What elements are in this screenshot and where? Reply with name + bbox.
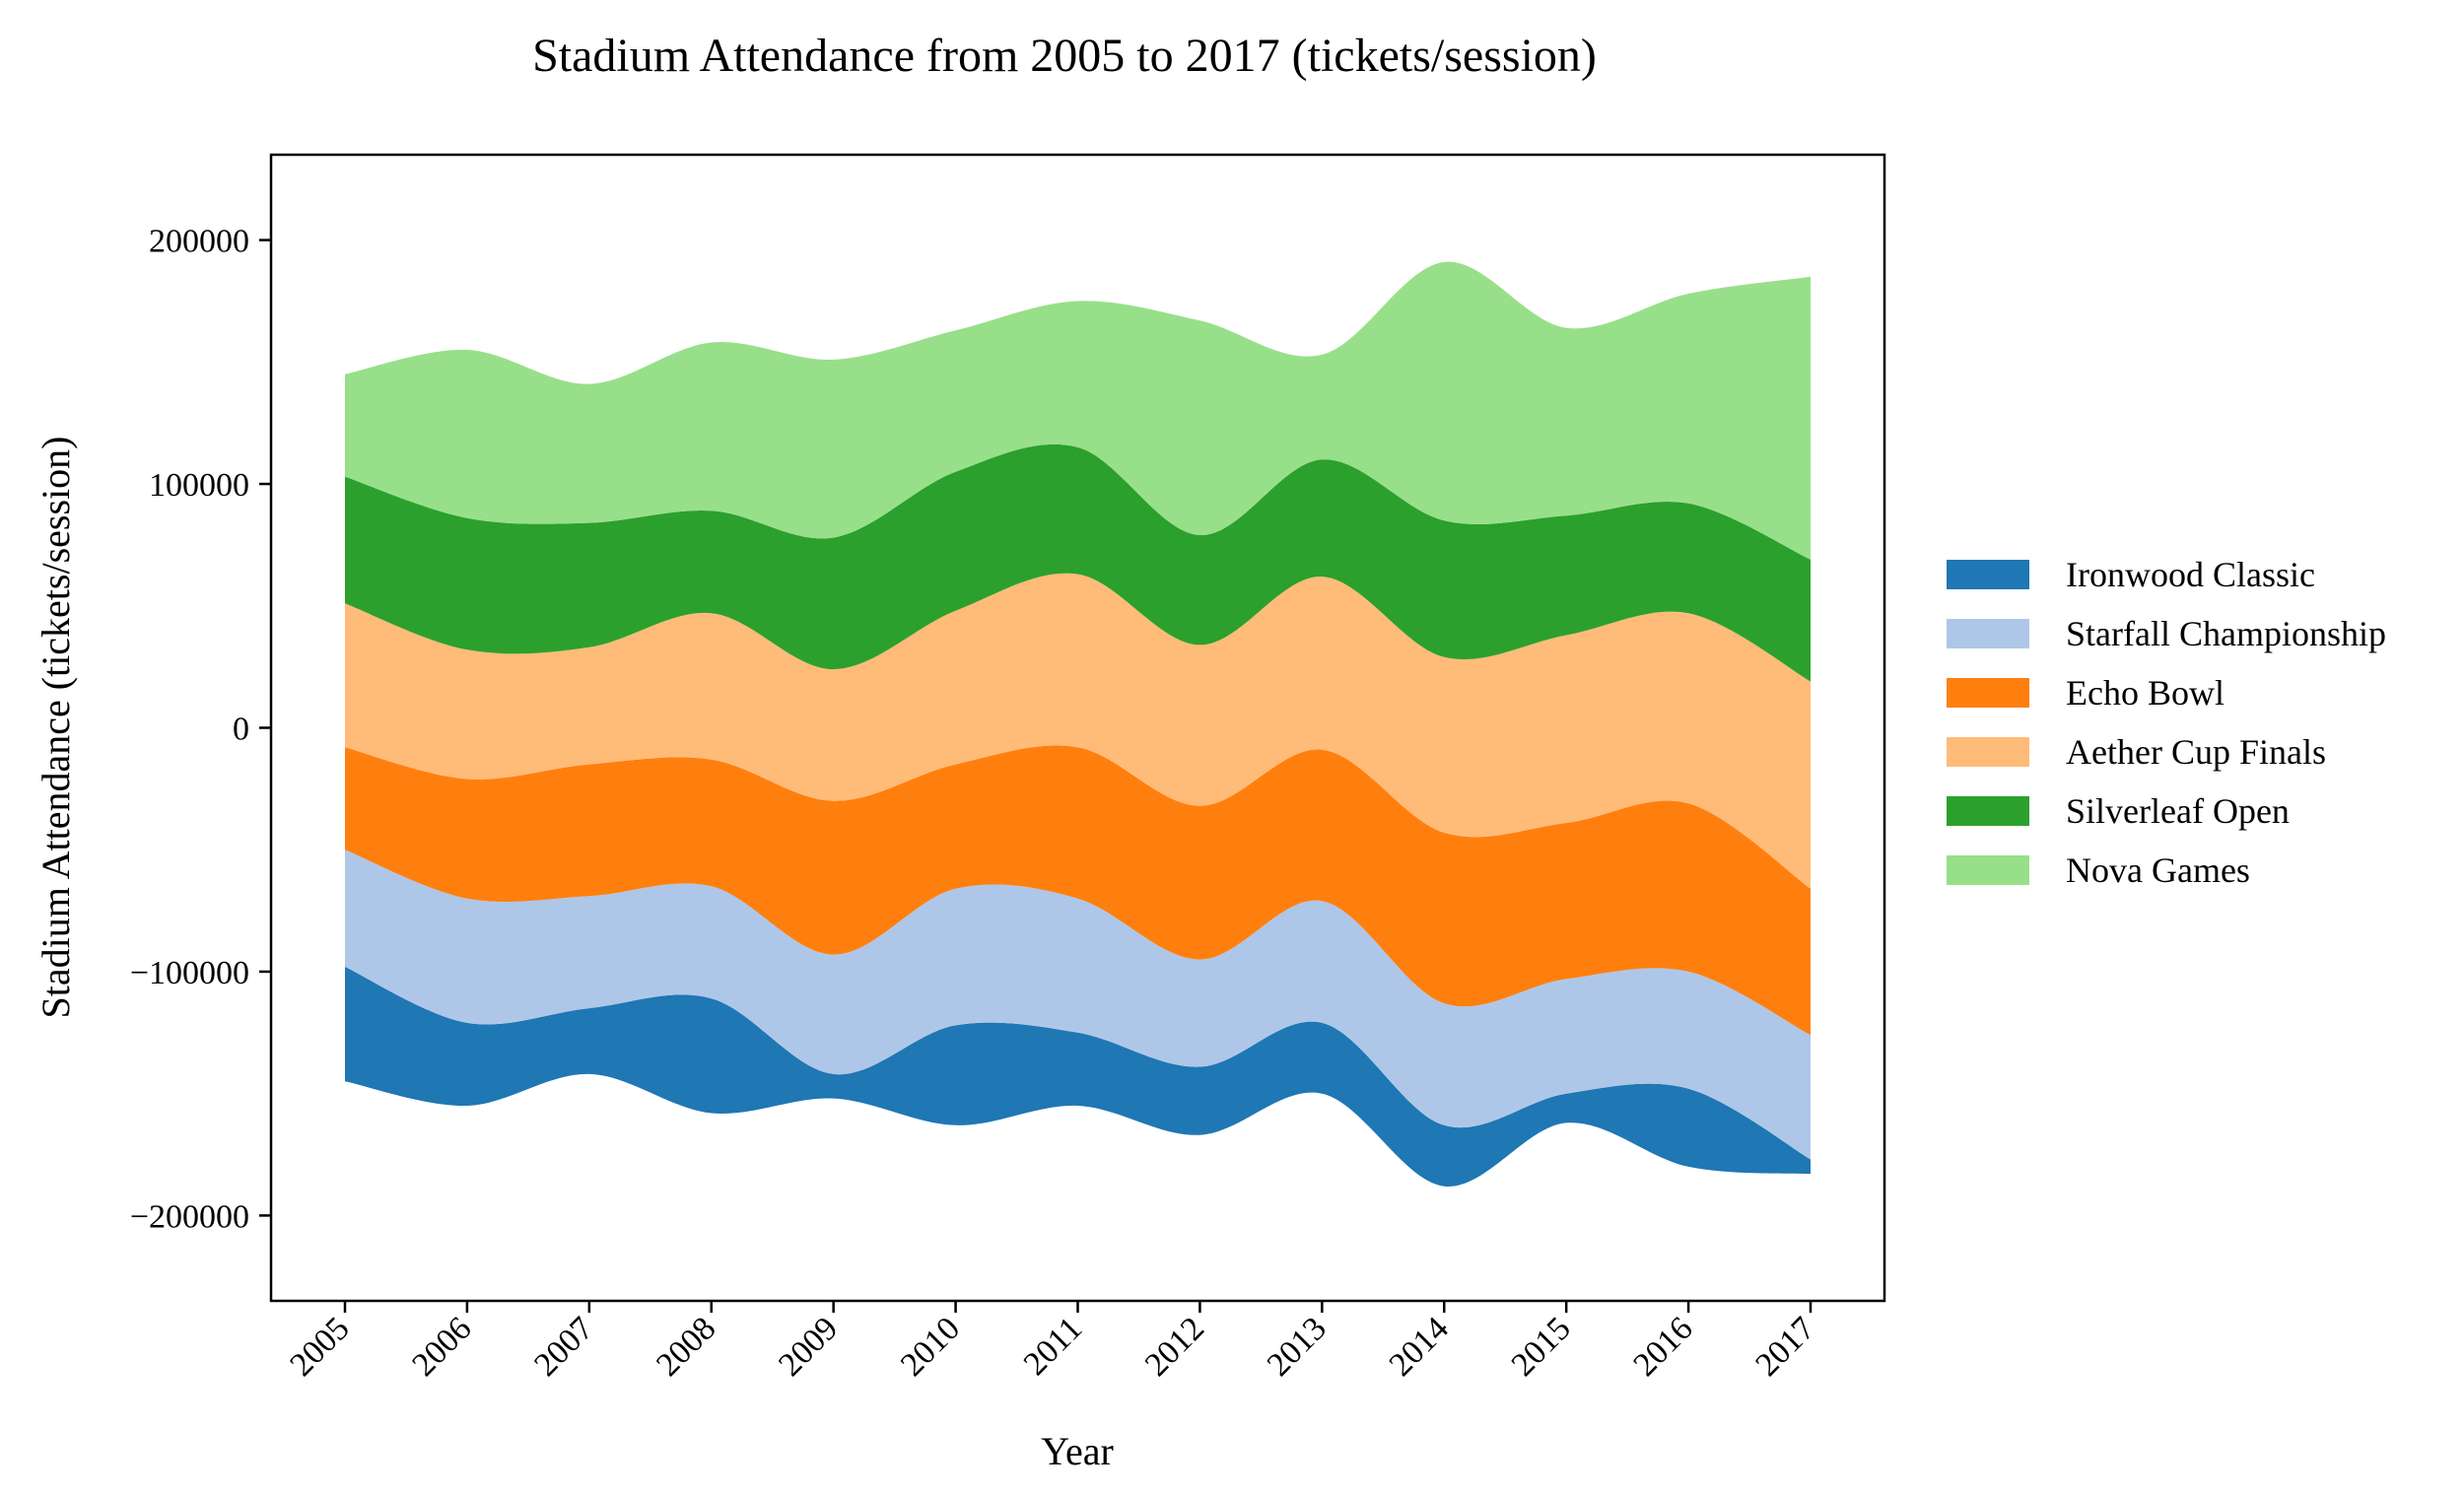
stream-areas — [345, 261, 1811, 1187]
x-tick-label: 2015 — [1505, 1310, 1578, 1383]
stream-aether-cup-finals — [345, 573, 1811, 889]
legend-label-nova-games: Nova Games — [2066, 850, 2250, 890]
x-tick-label: 2008 — [650, 1310, 722, 1383]
legend-swatch-ironwood-classic — [1947, 560, 2029, 589]
legend-swatch-nova-games — [1947, 855, 2029, 885]
y-axis: −200000 −100000 0 100000 200000 — [130, 224, 271, 1235]
x-tick-label: 2006 — [405, 1310, 478, 1383]
y-tick-label: −200000 — [130, 1198, 249, 1235]
x-tick-label: 2017 — [1748, 1310, 1821, 1383]
x-tick-label: 2014 — [1383, 1310, 1456, 1383]
legend-label-echo-bowl: Echo Bowl — [2066, 673, 2224, 713]
x-tick-label: 2013 — [1261, 1310, 1334, 1383]
chart-title: Stadium Attendance from 2005 to 2017 (ti… — [532, 30, 1597, 82]
x-axis-label: Year — [1041, 1429, 1114, 1473]
x-tick-label: 2016 — [1626, 1310, 1699, 1383]
legend-label-silverleaf-open: Silverleaf Open — [2066, 791, 2290, 831]
legend-label-starfall-championship: Starfall Championship — [2066, 614, 2386, 653]
x-tick-label: 2005 — [283, 1310, 356, 1383]
y-tick-label: 0 — [233, 712, 249, 748]
stream-silverleaf-open — [345, 443, 1811, 682]
x-tick-label: 2007 — [527, 1310, 600, 1383]
legend: Ironwood Classic Starfall Championship Ech… — [1947, 555, 2386, 890]
x-tick-label: 2011 — [1017, 1310, 1089, 1382]
stream-echo-bowl — [345, 745, 1811, 1036]
stream-ironwood-classic — [345, 967, 1811, 1187]
y-axis-label: Stadium Attendance (tickets/session) — [34, 437, 78, 1019]
x-tick-label: 2012 — [1138, 1310, 1211, 1383]
legend-swatch-starfall-championship — [1947, 619, 2029, 648]
legend-label-aether-cup-finals: Aether Cup Finals — [2066, 732, 2326, 772]
stream-nova-games — [345, 261, 1811, 560]
legend-label-ironwood-classic: Ironwood Classic — [2066, 555, 2315, 594]
y-tick-label: −100000 — [130, 955, 249, 991]
legend-swatch-silverleaf-open — [1947, 796, 2029, 826]
x-tick-label: 2010 — [894, 1310, 967, 1383]
y-tick-label: 100000 — [149, 467, 249, 504]
x-axis: 2005 2006 2007 2008 2009 2010 2011 2012 2013 2014… — [283, 1301, 1822, 1384]
stream-starfall-championship — [345, 849, 1811, 1160]
legend-swatch-aether-cup-finals — [1947, 737, 2029, 767]
x-tick-label: 2009 — [772, 1310, 845, 1383]
legend-swatch-echo-bowl — [1947, 678, 2029, 708]
y-tick-label: 200000 — [149, 224, 249, 260]
